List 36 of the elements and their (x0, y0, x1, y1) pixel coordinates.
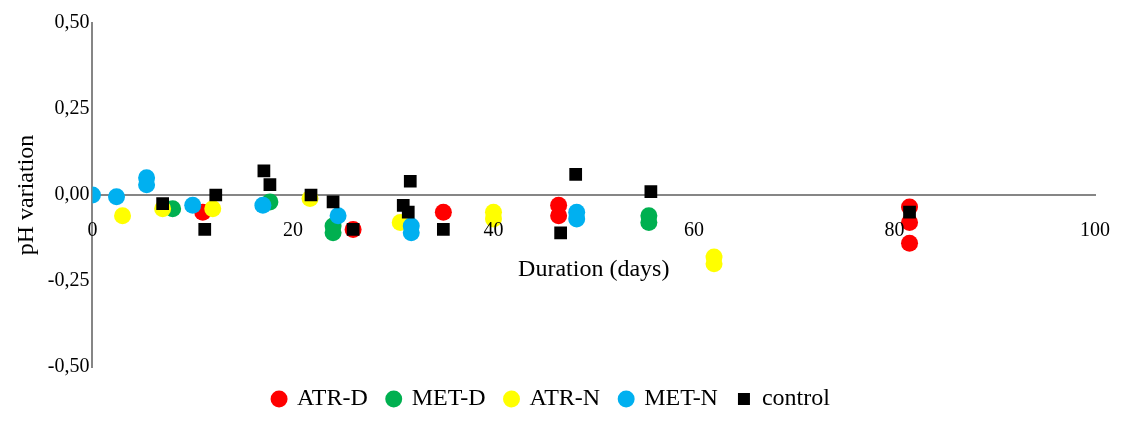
point (901, 234, 919, 252)
point (198, 223, 212, 236)
point (209, 188, 223, 202)
point (329, 207, 347, 225)
x-tick-label: 20 (282, 218, 303, 241)
point (401, 205, 415, 219)
point (108, 188, 126, 206)
point (263, 178, 277, 192)
y-axis-title: pH variation (11, 134, 38, 256)
y-tick-label: -0,50 (47, 354, 90, 377)
legend-label: ATR-D (297, 384, 368, 411)
point (903, 205, 916, 219)
y-tick-label: 0,00 (54, 182, 90, 205)
x-tick-label: 80 (884, 218, 905, 241)
x-tick-label: 60 (683, 218, 704, 241)
legend-label: MET-D (411, 384, 486, 411)
x-tick-label: 100 (1080, 218, 1110, 241)
legend-label: MET-N (644, 384, 718, 411)
point (184, 196, 202, 214)
x-axis-title: Duration (days) (518, 254, 670, 281)
point (254, 196, 272, 214)
y-tick-label: -0,25 (47, 268, 90, 291)
legend-label: ATR-N (529, 384, 601, 411)
point (644, 185, 658, 198)
y-tick-label: 0,25 (54, 96, 90, 119)
point (434, 203, 452, 221)
point (569, 168, 583, 181)
x-tick-label: 0 (87, 218, 98, 241)
point (204, 200, 222, 218)
x-tick-label: 40 (483, 218, 504, 241)
point (554, 226, 568, 240)
y-tick-label: 0,50 (54, 10, 90, 33)
legend-label: control (761, 384, 831, 411)
point (403, 174, 417, 188)
point (436, 223, 450, 236)
point (114, 207, 132, 225)
